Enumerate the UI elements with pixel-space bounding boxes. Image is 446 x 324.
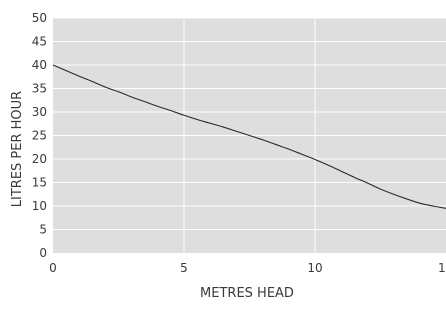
series-line-0 xyxy=(52,64,446,209)
data-line-group xyxy=(52,64,446,209)
y-tick-label: 35 xyxy=(32,82,47,96)
y-tick-label: 50 xyxy=(32,11,47,25)
y-tick-label: 20 xyxy=(32,152,47,166)
y-tick-label: 0 xyxy=(39,246,47,260)
x-tick-label: 15 xyxy=(438,261,446,275)
x-tick-label: 0 xyxy=(49,261,57,275)
x-tick-label: 5 xyxy=(180,261,188,275)
y-tick-label: 25 xyxy=(32,129,47,143)
y-tick-label: 45 xyxy=(32,35,47,49)
y-tick-label: 30 xyxy=(32,105,47,119)
y-tick-label: 40 xyxy=(32,58,47,72)
x-tick-label: 10 xyxy=(307,261,322,275)
y-tick-label: 5 xyxy=(39,223,47,237)
y-axis-title: LITRES PER HOUR xyxy=(10,91,25,207)
x-axis-ticks: 0 5 10 15 xyxy=(49,261,446,275)
y-tick-label: 10 xyxy=(32,199,47,213)
grid-lines xyxy=(53,17,446,253)
y-tick-label: 15 xyxy=(32,176,47,190)
y-axis-ticks: 0 5 10 15 20 25 30 35 40 45 50 xyxy=(32,11,47,260)
x-axis-title: METRES HEAD xyxy=(200,286,294,301)
